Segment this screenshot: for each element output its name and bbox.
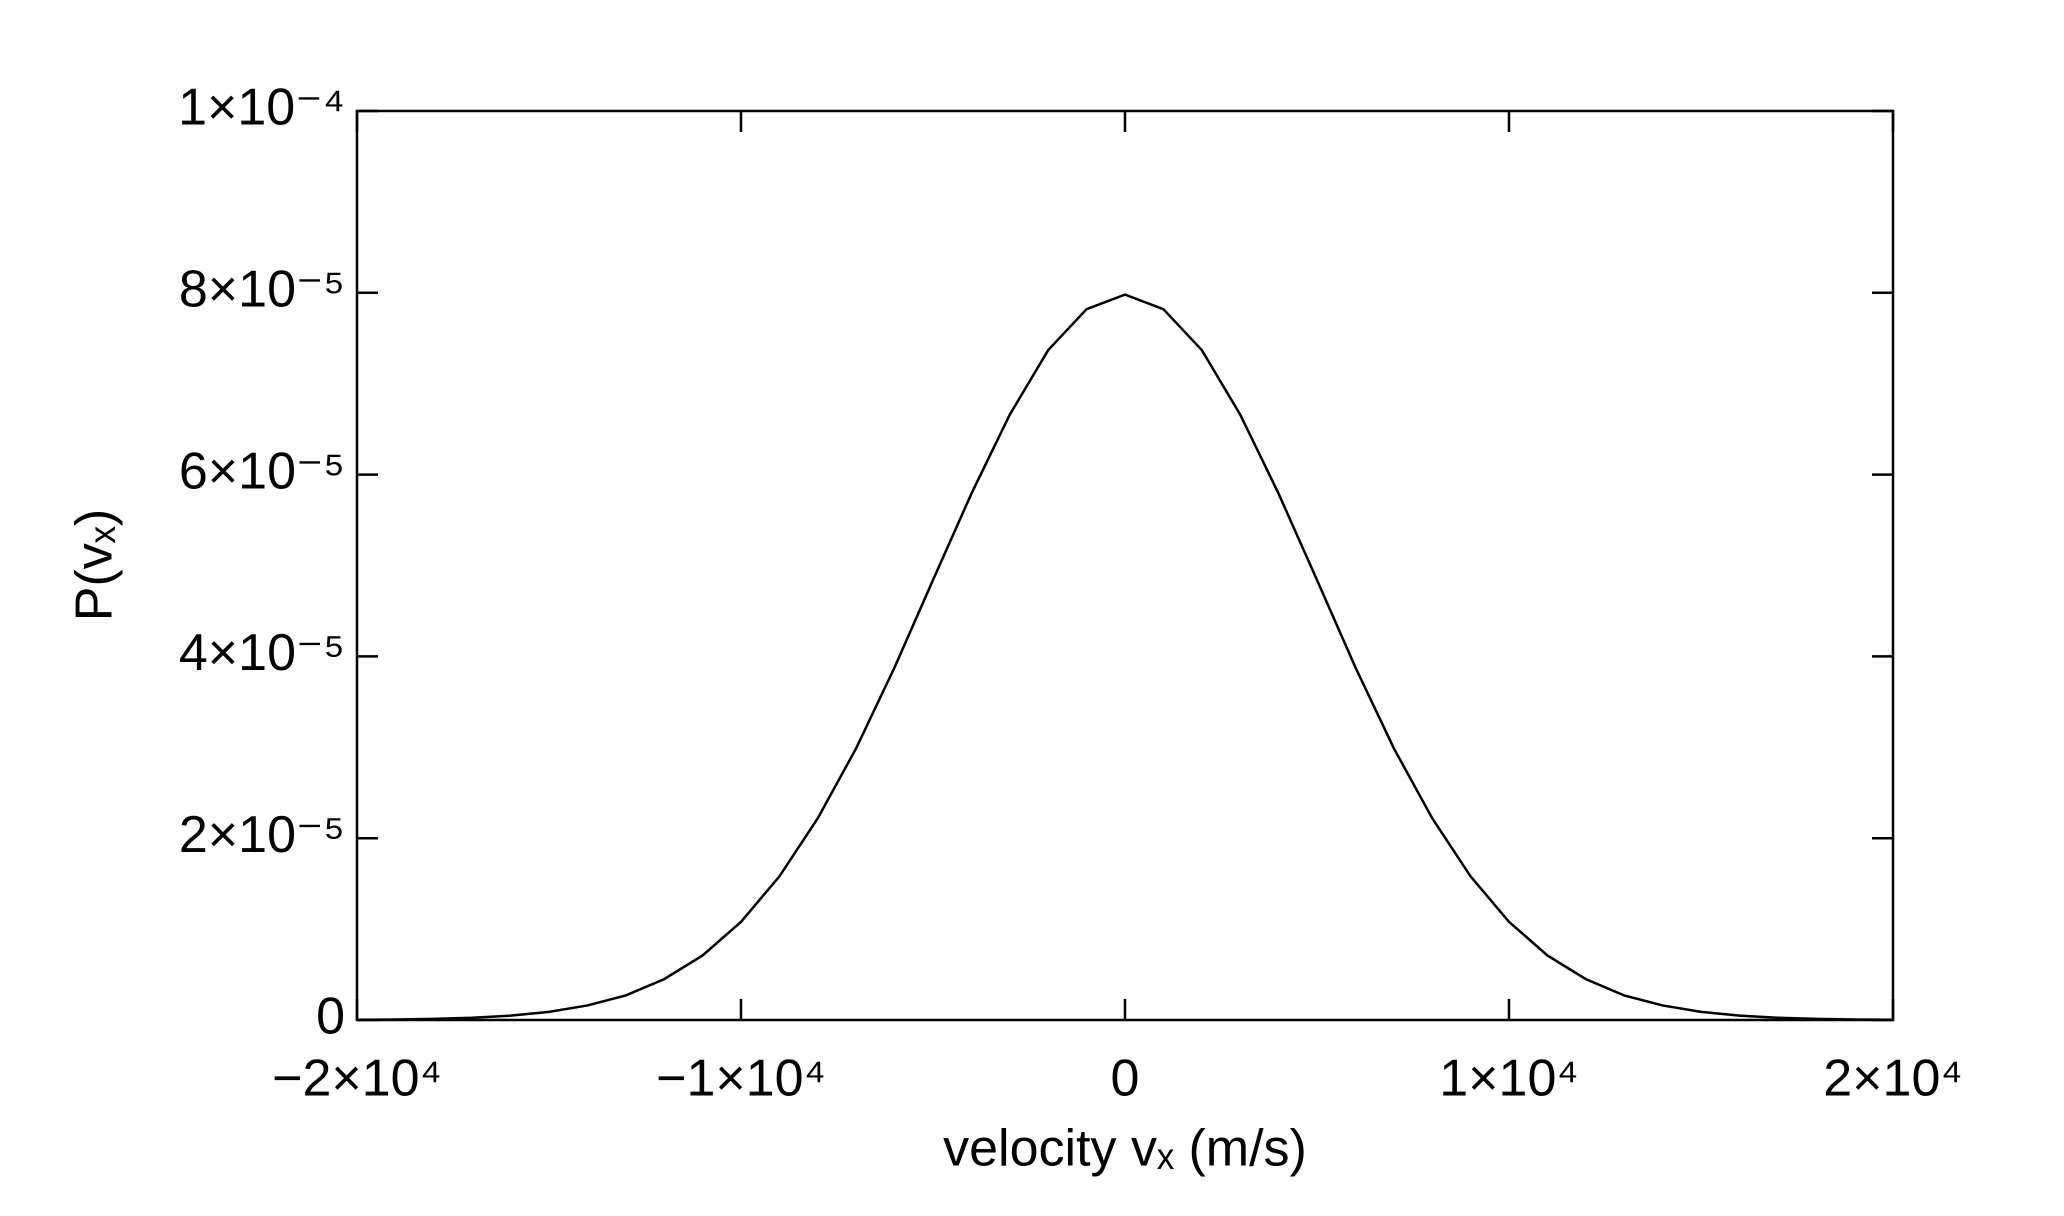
x-tick-label: 0 (1111, 1050, 1140, 1108)
y-axis-label: P(vₓ) (66, 509, 124, 621)
y-tick-label: 0 (316, 988, 345, 1046)
y-tick-label: 8×10⁻⁵ (179, 261, 345, 319)
x-tick-label: −2×10⁴ (272, 1050, 442, 1108)
y-tick-label: 2×10⁻⁵ (179, 806, 345, 864)
x-tick-label: −1×10⁴ (656, 1050, 826, 1108)
y-tick-label: 4×10⁻⁵ (179, 624, 345, 682)
x-tick-label: 2×10⁴ (1823, 1050, 1962, 1108)
y-tick-label: 6×10⁻⁵ (179, 442, 345, 500)
y-tick-label: 1×10⁻⁴ (178, 79, 345, 137)
x-tick-label: 1×10⁴ (1439, 1050, 1578, 1108)
plot-frame (355, 109, 1895, 1022)
data-line (356, 293, 1894, 1021)
x-axis-label: velocity vₓ (m/s) (943, 1120, 1307, 1178)
